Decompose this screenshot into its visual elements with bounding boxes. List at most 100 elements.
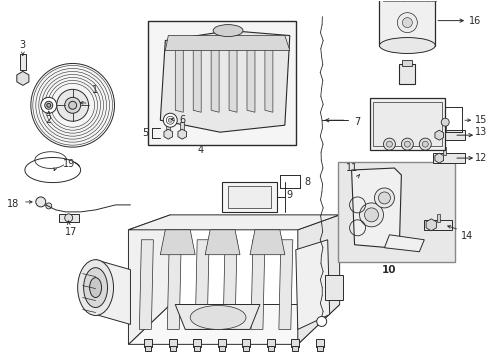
Bar bbox=[218, 346, 224, 351]
Text: 5: 5 bbox=[142, 128, 148, 138]
Bar bbox=[180, 122, 184, 130]
Text: 17: 17 bbox=[64, 227, 77, 237]
Circle shape bbox=[383, 138, 395, 150]
Text: 16: 16 bbox=[468, 15, 480, 26]
Polygon shape bbox=[139, 240, 153, 329]
Circle shape bbox=[168, 118, 172, 122]
Bar bbox=[412, 0, 417, 1]
Polygon shape bbox=[165, 36, 289, 50]
Polygon shape bbox=[297, 215, 339, 345]
Bar bbox=[407, 0, 411, 1]
Text: 6: 6 bbox=[179, 115, 185, 125]
Circle shape bbox=[47, 103, 51, 107]
Bar bbox=[399, 64, 414, 84]
Bar bbox=[168, 339, 177, 347]
Bar bbox=[227, 186, 270, 208]
Bar bbox=[222, 182, 276, 212]
Circle shape bbox=[41, 97, 57, 113]
Circle shape bbox=[45, 101, 53, 109]
Text: 8: 8 bbox=[304, 177, 310, 187]
Circle shape bbox=[57, 89, 88, 121]
Circle shape bbox=[359, 203, 383, 227]
Text: 19: 19 bbox=[62, 159, 75, 169]
Circle shape bbox=[64, 214, 73, 222]
Bar bbox=[193, 339, 201, 347]
Polygon shape bbox=[193, 41, 201, 112]
Polygon shape bbox=[384, 235, 424, 252]
Polygon shape bbox=[246, 41, 254, 112]
Circle shape bbox=[440, 118, 448, 126]
Bar bbox=[242, 339, 250, 347]
Polygon shape bbox=[351, 168, 401, 248]
Bar bbox=[292, 346, 298, 351]
Bar bbox=[379, 0, 434, 45]
Bar bbox=[145, 346, 151, 351]
Bar bbox=[217, 339, 225, 347]
Text: 9: 9 bbox=[286, 190, 292, 200]
Bar bbox=[169, 346, 176, 351]
Polygon shape bbox=[175, 41, 183, 112]
Circle shape bbox=[31, 63, 114, 147]
Circle shape bbox=[364, 208, 378, 222]
Bar bbox=[20, 54, 26, 71]
Text: 15: 15 bbox=[474, 115, 486, 125]
Polygon shape bbox=[128, 305, 339, 345]
Circle shape bbox=[401, 138, 412, 150]
Polygon shape bbox=[160, 230, 195, 255]
Bar bbox=[419, 0, 424, 1]
Bar bbox=[430, 0, 435, 1]
Text: 14: 14 bbox=[460, 231, 472, 241]
Text: 13: 13 bbox=[474, 127, 486, 137]
Circle shape bbox=[404, 141, 409, 147]
Circle shape bbox=[374, 188, 394, 208]
Circle shape bbox=[64, 97, 81, 113]
Ellipse shape bbox=[83, 268, 107, 307]
Bar bbox=[442, 147, 446, 155]
Circle shape bbox=[419, 138, 430, 150]
Polygon shape bbox=[295, 240, 329, 329]
Polygon shape bbox=[211, 41, 219, 112]
Bar bbox=[337, 162, 454, 262]
Bar bbox=[166, 122, 170, 130]
Bar bbox=[243, 346, 249, 351]
Polygon shape bbox=[250, 240, 264, 329]
Polygon shape bbox=[228, 41, 237, 112]
Bar bbox=[436, 214, 439, 222]
Text: 11: 11 bbox=[345, 163, 357, 173]
Polygon shape bbox=[205, 230, 240, 255]
Bar bbox=[425, 0, 429, 1]
Ellipse shape bbox=[78, 260, 113, 315]
Bar bbox=[369, 98, 444, 150]
Circle shape bbox=[402, 18, 411, 28]
Bar bbox=[194, 346, 200, 351]
Bar bbox=[401, 0, 406, 1]
Text: 3: 3 bbox=[20, 40, 26, 50]
Circle shape bbox=[46, 203, 52, 209]
Polygon shape bbox=[278, 240, 292, 329]
Bar bbox=[442, 124, 446, 132]
Text: 12: 12 bbox=[474, 153, 486, 163]
Text: 7: 7 bbox=[354, 117, 360, 127]
Circle shape bbox=[386, 141, 392, 147]
Polygon shape bbox=[264, 41, 272, 112]
Bar bbox=[395, 0, 400, 1]
Text: 4: 4 bbox=[197, 145, 203, 155]
Bar bbox=[148, 21, 295, 145]
Circle shape bbox=[68, 101, 77, 109]
Circle shape bbox=[316, 316, 326, 327]
Text: 10: 10 bbox=[382, 265, 396, 275]
Polygon shape bbox=[223, 240, 237, 329]
Polygon shape bbox=[160, 31, 289, 132]
Bar bbox=[432, 130, 464, 140]
Bar bbox=[144, 339, 152, 347]
Bar bbox=[383, 0, 387, 1]
Bar bbox=[267, 346, 273, 351]
Bar bbox=[291, 339, 299, 347]
Polygon shape bbox=[128, 215, 339, 230]
Bar bbox=[316, 346, 322, 351]
Text: 18: 18 bbox=[7, 199, 19, 209]
Polygon shape bbox=[167, 240, 181, 329]
Bar bbox=[388, 0, 394, 1]
Ellipse shape bbox=[213, 24, 243, 37]
Bar bbox=[372, 102, 441, 146]
